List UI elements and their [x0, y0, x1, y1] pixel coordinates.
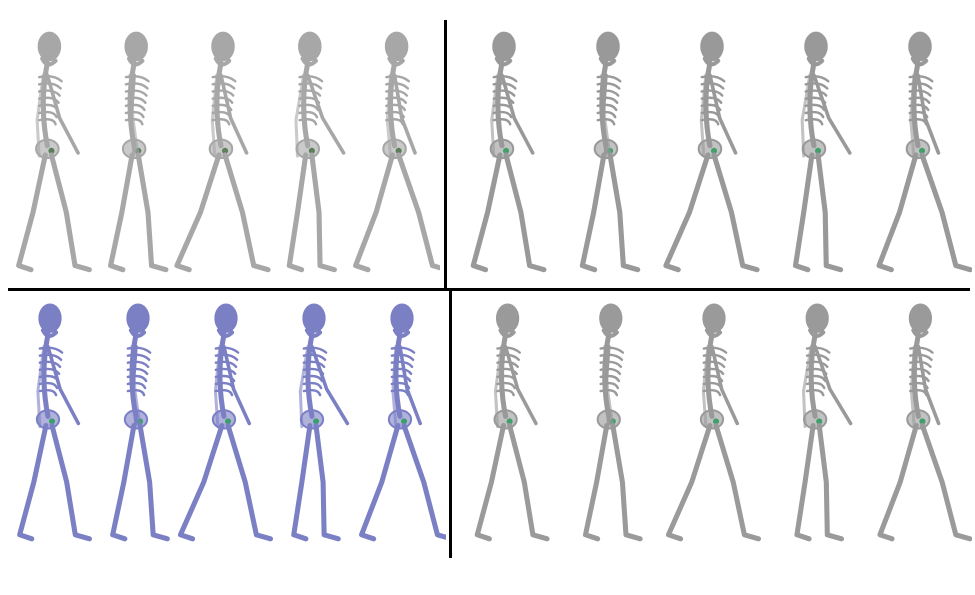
- walking-skeleton: [17, 303, 92, 542]
- skeleton-walk-sequence: [16, 31, 440, 273]
- walking-skeleton: [110, 303, 170, 542]
- horizontal-divider: [8, 288, 970, 291]
- skull-shape: [599, 303, 623, 333]
- walking-skeleton: [108, 31, 169, 273]
- walking-skeleton: [877, 303, 972, 542]
- skull-shape: [908, 31, 932, 62]
- skull-shape: [492, 31, 516, 62]
- skull-shape: [214, 303, 238, 333]
- skull-shape: [38, 303, 62, 333]
- walking-skeleton: [582, 303, 643, 542]
- skeleton-walk-sequence: [474, 303, 972, 542]
- skull-shape: [37, 31, 62, 62]
- walking-skeleton: [579, 31, 641, 273]
- panel-top-right-gray-walk: [452, 20, 972, 288]
- walking-skeleton: [876, 31, 972, 273]
- skull-shape: [298, 31, 322, 62]
- skull-shape: [702, 303, 726, 333]
- walking-skeleton: [16, 31, 92, 273]
- walking-skeleton: [794, 303, 853, 542]
- skull-shape: [124, 31, 148, 62]
- skull-shape: [700, 31, 724, 62]
- skull-shape: [804, 31, 828, 62]
- walking-skeleton: [663, 31, 760, 273]
- walking-skeleton: [474, 303, 550, 542]
- walking-skeleton: [291, 303, 350, 542]
- walking-skeleton: [665, 303, 762, 542]
- vertical-divider-top: [444, 20, 447, 290]
- skeleton-walk-sequence: [17, 303, 446, 542]
- walking-skeleton: [470, 31, 547, 273]
- skull-shape: [302, 303, 326, 333]
- walking-skeleton: [286, 31, 346, 273]
- walking-skeleton: [792, 31, 852, 273]
- skull-shape: [211, 31, 235, 62]
- panel-bottom-left-blue-walk: [6, 292, 446, 557]
- skull-shape: [908, 303, 933, 333]
- panel-bottom-right-gray-walk: [456, 292, 972, 557]
- walking-skeleton: [353, 31, 440, 273]
- walking-skeleton: [358, 303, 446, 542]
- vertical-divider-bottom: [449, 290, 452, 558]
- skull-shape: [495, 303, 520, 333]
- skull-shape: [390, 303, 414, 333]
- walking-skeleton: [174, 31, 271, 273]
- skeleton-walk-sequence: [470, 31, 972, 273]
- skull-shape: [596, 31, 620, 62]
- panel-top-left-gray-walk: [6, 20, 440, 288]
- walking-skeleton: [177, 303, 274, 542]
- skull-shape: [384, 31, 409, 62]
- skull-shape: [126, 303, 150, 333]
- skull-shape: [805, 303, 829, 333]
